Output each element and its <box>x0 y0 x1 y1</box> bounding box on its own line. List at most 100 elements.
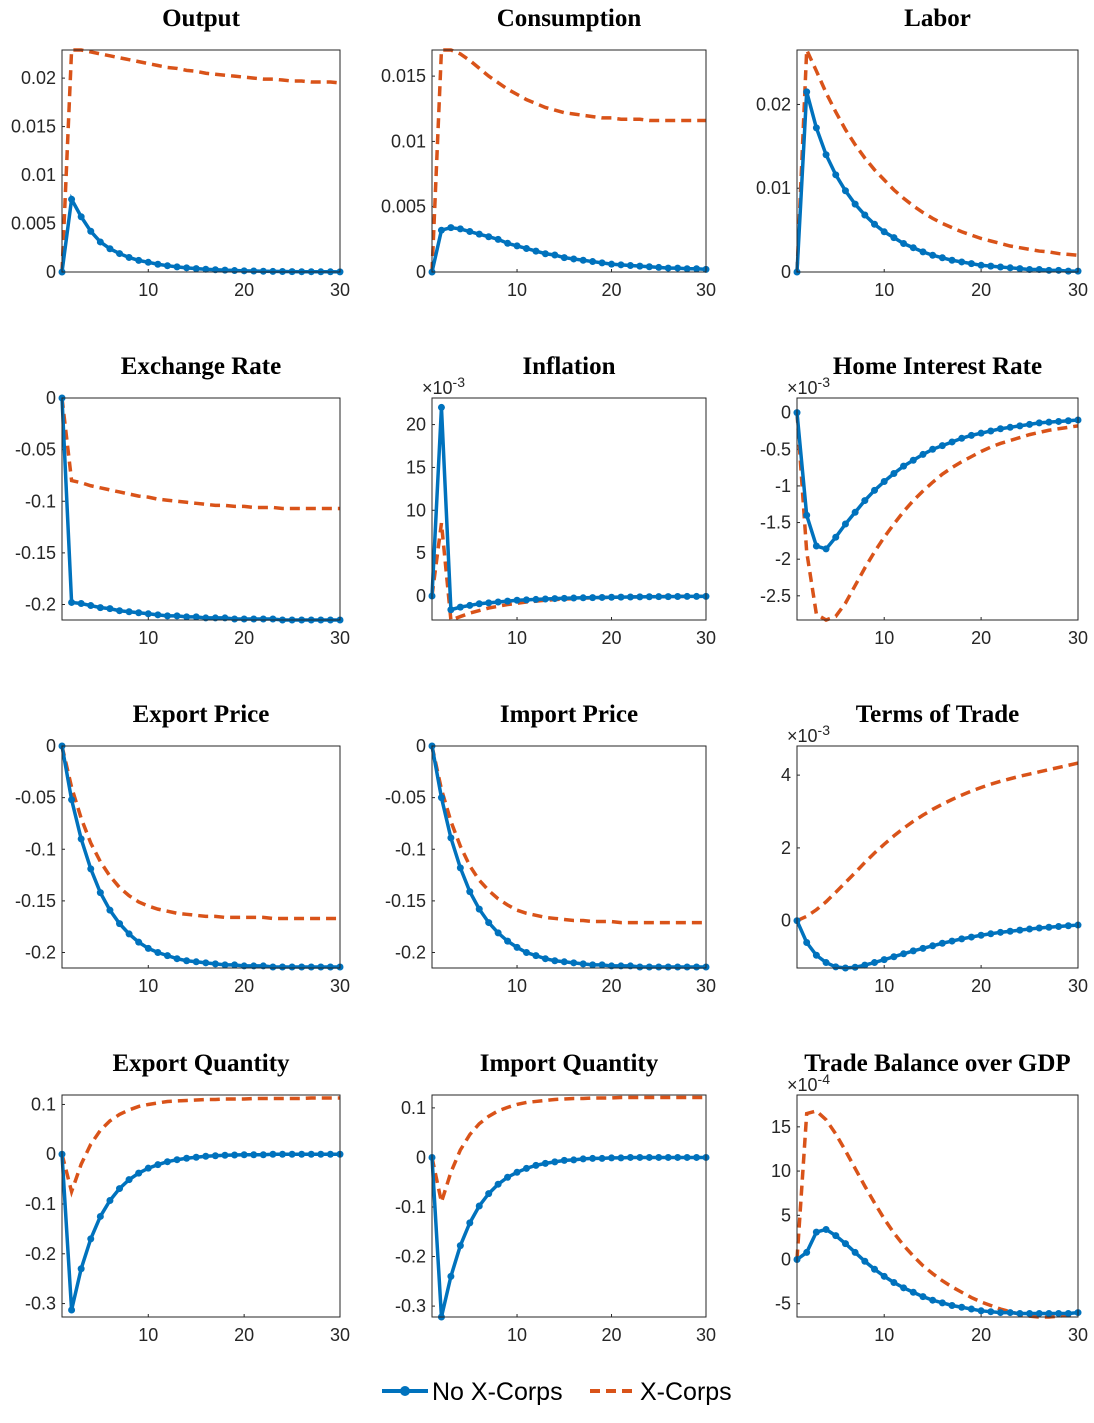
y-tick-label: 0 <box>781 403 791 423</box>
data-point <box>579 256 587 264</box>
data-point <box>68 1306 76 1314</box>
data-point <box>579 960 587 968</box>
data-point <box>645 263 653 271</box>
y-tick-label: -0.1 <box>395 1197 426 1217</box>
y-tick-label: -0.2 <box>395 1247 426 1267</box>
x-tick-label: 20 <box>602 280 622 300</box>
data-point <box>77 599 85 607</box>
y-tick-label: 5 <box>781 1205 791 1225</box>
data-point <box>485 599 493 607</box>
data-point <box>250 615 258 623</box>
data-point <box>626 593 634 601</box>
data-point <box>958 434 966 442</box>
data-point <box>278 963 286 971</box>
data-point <box>822 151 830 159</box>
y-tick-label: -0.15 <box>15 543 56 563</box>
data-point <box>909 1288 917 1296</box>
data-point <box>674 264 682 272</box>
data-point <box>494 598 502 606</box>
data-point <box>1026 420 1034 428</box>
data-point <box>522 596 530 604</box>
data-point <box>598 1154 606 1162</box>
x-tick-label: 20 <box>234 1325 254 1345</box>
series-layer <box>428 48 710 276</box>
data-point <box>900 240 908 248</box>
data-point <box>522 244 530 252</box>
data-point <box>125 253 133 261</box>
x-tick-label: 10 <box>507 628 527 648</box>
data-point <box>211 960 219 968</box>
exponent-power: -3 <box>818 722 831 738</box>
data-point <box>900 950 908 958</box>
data-point <box>513 943 521 951</box>
series-layer <box>428 1095 710 1321</box>
y-tick-label: 4 <box>781 765 791 785</box>
data-point <box>163 952 171 960</box>
x-tick-label: 30 <box>696 628 716 648</box>
data-point <box>447 606 455 614</box>
y-tick-label: -0.2 <box>25 595 56 615</box>
data-point <box>513 1168 521 1176</box>
data-point <box>231 961 239 969</box>
series-layer <box>793 49 1082 276</box>
subplot: Output 0 0.005 0.01 0.015 0.02 10 20 30 <box>11 5 350 300</box>
data-point <box>570 594 578 602</box>
data-point <box>636 963 644 971</box>
data-point <box>822 545 830 553</box>
data-point <box>317 963 325 971</box>
data-point <box>1035 419 1043 427</box>
data-point <box>890 1279 898 1287</box>
axes-frame <box>796 745 1079 969</box>
y-tick-label: 10 <box>771 1161 791 1181</box>
data-point <box>996 1309 1004 1317</box>
data-point <box>967 431 975 439</box>
x-tick-label: 20 <box>971 976 991 996</box>
data-point <box>1026 265 1034 273</box>
data-point <box>551 251 559 259</box>
data-point <box>871 486 879 494</box>
data-point <box>626 1153 634 1161</box>
series-line <box>60 1096 340 1198</box>
y-tick-label: 0 <box>781 262 791 282</box>
data-point <box>674 963 682 971</box>
data-point <box>163 1158 171 1166</box>
y-tick-label: 0.005 <box>11 214 56 234</box>
data-point <box>456 1242 464 1250</box>
exponent-base: ×10 <box>787 1075 818 1095</box>
data-point <box>1026 925 1034 933</box>
data-point <box>106 906 114 914</box>
y-tick-label: -0.3 <box>395 1296 426 1316</box>
data-point <box>1016 265 1024 273</box>
data-point <box>447 834 455 842</box>
y-exponent: ×10-3 <box>787 374 830 398</box>
series-layer <box>428 403 710 623</box>
y-tick-label: -2 <box>775 549 791 569</box>
data-point <box>987 427 995 435</box>
plot-area <box>432 1095 706 1317</box>
y-tick-label: 0.02 <box>21 68 56 88</box>
y-tick-label: 0 <box>781 911 791 931</box>
data-point <box>617 261 625 269</box>
subplot: Export Price -0.2 -0.15 -0.1 -0.05 0 10 20 30 <box>15 701 350 996</box>
data-point <box>541 955 549 963</box>
data-point <box>803 511 811 519</box>
x-tick-label: 10 <box>874 280 894 300</box>
data-point <box>880 228 888 236</box>
data-point <box>154 611 162 619</box>
data-point <box>173 612 181 620</box>
chart-title: Export Price <box>133 701 270 728</box>
x-tick-label: 10 <box>874 1325 894 1345</box>
data-point <box>77 835 85 843</box>
legend: No X-Corps X-Corps <box>382 1378 732 1406</box>
data-point <box>504 597 512 605</box>
data-point <box>202 959 210 967</box>
data-point <box>890 953 898 961</box>
data-point <box>674 593 682 601</box>
axes-frame <box>61 49 341 273</box>
data-point <box>231 267 239 275</box>
data-point <box>541 1159 549 1167</box>
legend-label: X-Corps <box>640 1378 732 1406</box>
y-tick-label: 0.01 <box>391 131 426 151</box>
data-point <box>1016 926 1024 934</box>
